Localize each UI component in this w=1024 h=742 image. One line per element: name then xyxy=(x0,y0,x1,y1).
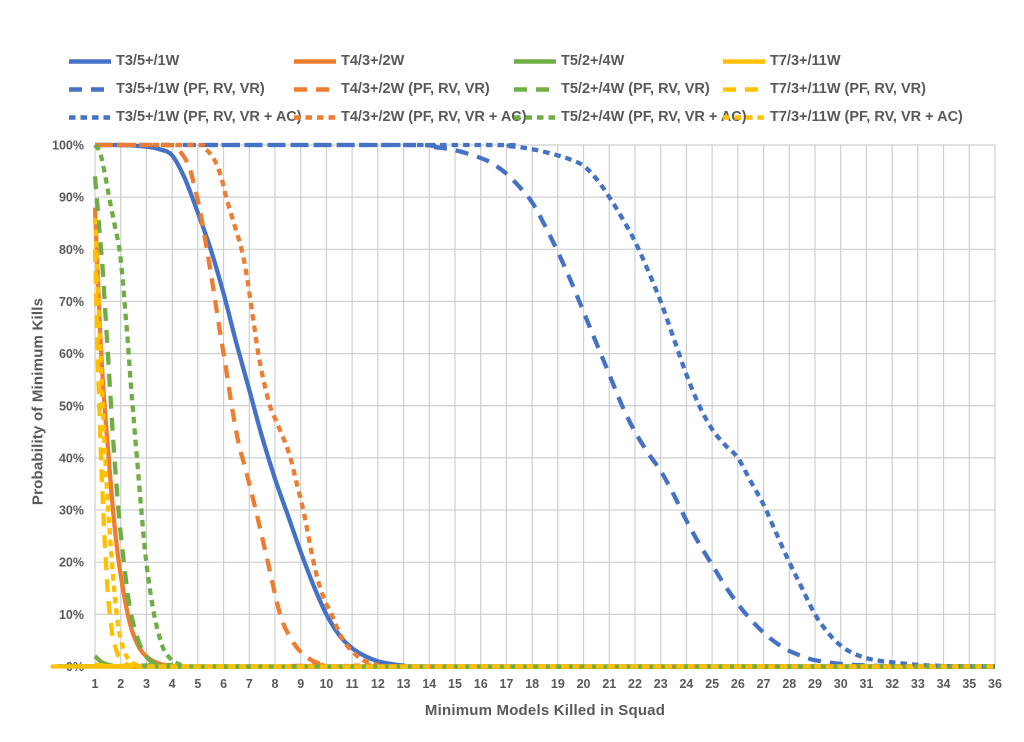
y-tick-label: 90% xyxy=(59,191,84,205)
series-line-t4-base xyxy=(92,207,996,669)
x-tick-label: 14 xyxy=(422,677,436,691)
x-tick-label: 8 xyxy=(272,677,279,691)
x-tick-label: 11 xyxy=(346,677,359,691)
y-axis-ticks: 0%10%20%30%40%50%60%70%80%90%100% xyxy=(52,139,84,675)
gridlines xyxy=(94,144,996,668)
x-tick-label: 26 xyxy=(731,677,745,691)
x-tick-label: 36 xyxy=(988,677,1002,691)
legend-item-t4-pf-rv-vr-ac: T4/3+/2W (PF, RV, VR + AC) xyxy=(293,108,527,126)
x-tick-label: 18 xyxy=(525,677,539,691)
legend-swatch-long-dash-line xyxy=(294,86,336,92)
series-lines xyxy=(50,142,996,669)
x-tick-label: 19 xyxy=(551,677,565,691)
series-line-t7-pf-rv-vr-ac xyxy=(81,217,996,669)
legend-label: T5/2+/4W xyxy=(561,53,625,69)
legend-swatch-short-dash-line xyxy=(514,114,556,120)
x-axis-ticks: 1 2 3 4 5 6 7 8 9 10 11 12 13 14 15 16 17 18 19 20 21 22 23 24 2… xyxy=(92,677,1002,691)
legend-label: T7/3+/11W xyxy=(770,53,841,69)
legend-item-t4-pf-rv-vr: T4/3+/2W (PF, RV, VR) xyxy=(293,80,490,98)
y-tick-label: 80% xyxy=(59,243,84,257)
chart-legend: T3/5+/1W T4/3+/2W T5/2+/4W T7/3+/11W T3/5+/1… xyxy=(0,0,1024,140)
legend-label: T5/2+/4W (PF, RV, VR + AC) xyxy=(561,109,747,125)
x-tick-label: 30 xyxy=(834,677,848,691)
x-tick-label: 28 xyxy=(782,677,796,691)
legend-label: T5/2+/4W (PF, RV, VR) xyxy=(561,81,710,97)
x-tick-label: 4 xyxy=(169,677,176,691)
legend-item-t7-pf-rv-vr: T7/3+/11W (PF, RV, VR) xyxy=(722,80,926,98)
x-tick-label: 25 xyxy=(705,677,719,691)
x-tick-label: 33 xyxy=(911,677,925,691)
x-tick-label: 29 xyxy=(808,677,822,691)
y-tick-label: 40% xyxy=(59,451,84,465)
legend-swatch-solid-line xyxy=(294,58,336,64)
y-tick-label: 50% xyxy=(59,399,84,413)
legend-label: T4/3+/2W (PF, RV, VR) xyxy=(341,81,490,97)
x-tick-label: 22 xyxy=(628,677,642,691)
x-tick-label: 32 xyxy=(885,677,899,691)
legend-label: T3/5+/1W (PF, RV, VR) xyxy=(116,81,265,97)
legend-label: T3/5+/1W (PF, RV, VR + AC) xyxy=(116,109,302,125)
x-tick-label: 16 xyxy=(474,677,488,691)
y-tick-label: 100% xyxy=(52,139,84,153)
x-tick-label: 20 xyxy=(577,677,591,691)
legend-item-t3-base: T3/5+/1W xyxy=(68,52,179,70)
legend-label: T4/3+/2W xyxy=(341,53,405,69)
legend-label: T3/5+/1W xyxy=(116,53,180,69)
legend-swatch-solid-line xyxy=(69,58,111,64)
legend-item-t7-base: T7/3+/11W xyxy=(722,52,841,70)
legend-swatch-long-dash-line xyxy=(514,86,556,92)
x-axis-title: Minimum Models Killed in Squad xyxy=(424,702,666,719)
x-tick-label: 31 xyxy=(859,677,873,691)
legend-item-t4-base: T4/3+/2W xyxy=(293,52,404,70)
legend-item-t7-pf-rv-vr-ac: T7/3+/11W (PF, RV, VR + AC) xyxy=(722,108,963,126)
series-line-t4-pf-rv-vr-ac xyxy=(95,142,996,669)
x-tick-label: 13 xyxy=(397,677,411,691)
y-tick-label: 30% xyxy=(59,504,84,518)
legend-item-t5-pf-rv-vr-ac: T5/2+/4W (PF, RV, VR + AC) xyxy=(513,108,747,126)
y-tick-label: 10% xyxy=(59,608,84,622)
x-tick-label: 1 xyxy=(92,677,99,691)
x-tick-label: 35 xyxy=(962,677,976,691)
x-tick-label: 6 xyxy=(220,677,227,691)
series-line-t7-pf-rv-vr xyxy=(75,249,996,669)
y-tick-label: 70% xyxy=(59,295,84,309)
legend-label: T7/3+/11W (PF, RV, VR + AC) xyxy=(770,109,963,125)
y-tick-label: 60% xyxy=(59,347,84,361)
legend-item-t3-pf-rv-vr: T3/5+/1W (PF, RV, VR) xyxy=(68,80,265,98)
legend-item-t5-pf-rv-vr: T5/2+/4W (PF, RV, VR) xyxy=(513,80,710,98)
x-tick-label: 34 xyxy=(937,677,951,691)
x-tick-label: 2 xyxy=(117,677,124,691)
legend-swatch-long-dash-line xyxy=(723,86,765,92)
x-tick-label: 23 xyxy=(654,677,668,691)
x-tick-label: 24 xyxy=(679,677,693,691)
legend-swatch-solid-line xyxy=(514,58,556,64)
x-tick-label: 27 xyxy=(757,677,771,691)
legend-label: T4/3+/2W (PF, RV, VR + AC) xyxy=(341,109,527,125)
x-tick-label: 10 xyxy=(319,677,333,691)
legend-swatch-short-dash-line xyxy=(69,114,111,120)
x-tick-label: 12 xyxy=(371,677,385,691)
y-tick-label: 20% xyxy=(59,556,84,570)
y-axis-title: Probability of Minimum Kills xyxy=(29,297,47,506)
x-tick-label: 9 xyxy=(297,677,304,691)
legend-item-t5-base: T5/2+/4W xyxy=(513,52,624,70)
x-tick-label: 15 xyxy=(448,677,462,691)
x-tick-label: 17 xyxy=(499,677,513,691)
legend-swatch-short-dash-line xyxy=(294,114,336,120)
x-tick-label: 7 xyxy=(246,677,253,691)
x-tick-label: 21 xyxy=(602,677,616,691)
legend-swatch-solid-line xyxy=(723,58,765,64)
legend-swatch-short-dash-line xyxy=(723,114,765,120)
legend-item-t3-pf-rv-vr-ac: T3/5+/1W (PF, RV, VR + AC) xyxy=(68,108,302,126)
legend-swatch-long-dash-line xyxy=(69,86,111,92)
x-tick-label: 3 xyxy=(143,677,150,691)
x-tick-label: 5 xyxy=(194,677,201,691)
legend-label: T7/3+/11W (PF, RV, VR) xyxy=(770,81,926,97)
series-line-t5-pf-rv-vr-ac xyxy=(93,143,996,669)
